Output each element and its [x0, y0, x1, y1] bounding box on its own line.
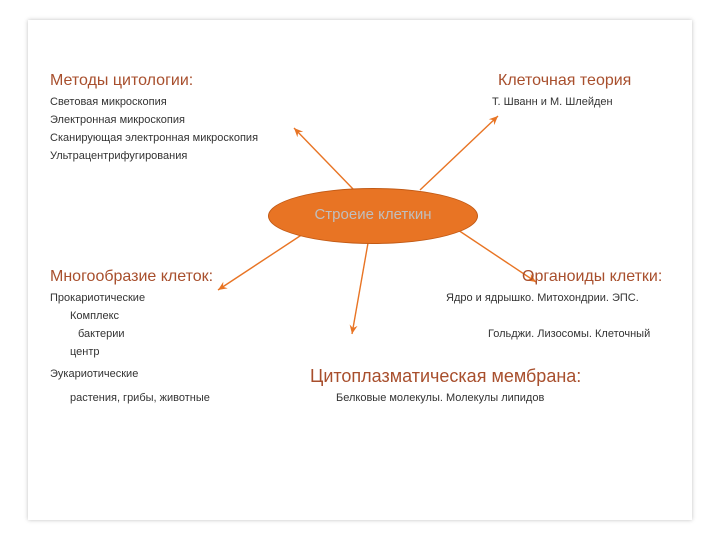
arrow-line	[218, 232, 306, 290]
arrow-line	[420, 116, 498, 190]
organelles-heading: Органоиды клетки:	[522, 268, 662, 286]
organelles-item: Гольджи. Лизосомы. Клеточный	[488, 328, 688, 340]
membrane-item: Белковые молекулы. Молекулы липидов	[336, 392, 544, 404]
methods-item: Сканирующая электронная микроскопия	[50, 132, 258, 144]
methods-item: Световая микроскопия	[50, 96, 167, 108]
diversity-item: центр	[70, 346, 100, 358]
diversity-heading: Многообразие клеток:	[50, 268, 213, 286]
diversity-item: растения, грибы, животные	[70, 392, 210, 404]
methods-item: Ультрацентрифугирования	[50, 150, 187, 162]
diversity-item: Эукариотические	[50, 368, 138, 380]
methods-heading: Методы цитологии:	[50, 72, 193, 90]
membrane-heading: Цитоплазматическая мембрана:	[310, 366, 581, 387]
diversity-item: бактерии	[78, 328, 125, 340]
arrow-line	[294, 128, 354, 190]
methods-item: Электронная микроскопия	[50, 114, 185, 126]
arrow-line	[352, 243, 368, 334]
diversity-item: Комплекс	[70, 310, 119, 322]
theory-item: Т. Шванн и М. Шлейден	[492, 96, 613, 108]
organelles-item: Ядро и ядрышко. Митохондрии. ЭПС.	[446, 292, 686, 304]
slide-page: Строеие клеткин Методы цитологии: Светов…	[28, 20, 692, 520]
theory-heading: Клеточная теория	[498, 72, 631, 90]
central-node-label: Строеие клеткин	[268, 206, 478, 223]
diversity-item: Прокариотические	[50, 292, 145, 304]
